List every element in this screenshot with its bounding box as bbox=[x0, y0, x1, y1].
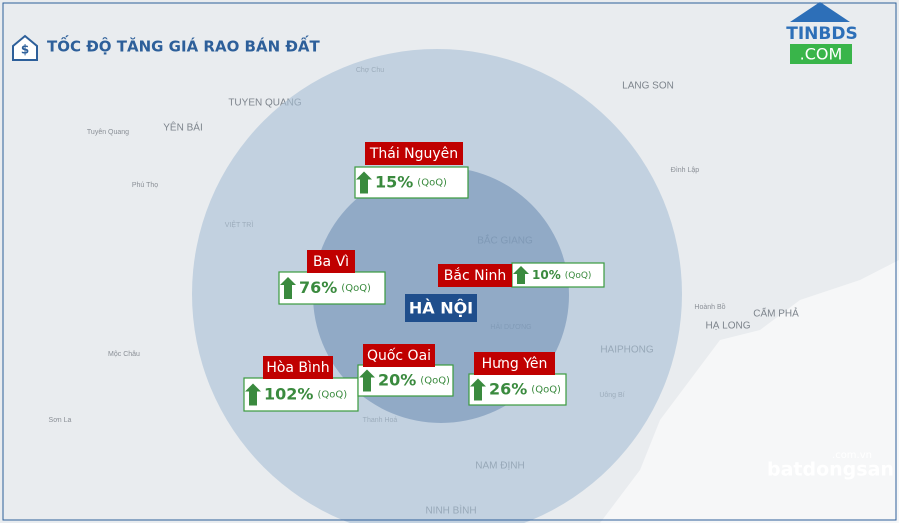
region-change: 10% (QoQ) bbox=[532, 268, 591, 282]
region: Thái Nguyên 15% (QoQ) bbox=[354, 142, 469, 199]
change-value: 10% bbox=[532, 268, 561, 282]
region-name: Ba Vì bbox=[313, 254, 349, 270]
map-label: Mộc Châu bbox=[108, 351, 140, 358]
region-value-box bbox=[354, 166, 469, 199]
region-name-box bbox=[438, 264, 512, 287]
change-period: (QoQ) bbox=[531, 385, 561, 396]
up-arrow bbox=[470, 378, 486, 401]
change-period: (QoQ) bbox=[417, 178, 447, 189]
region-name-box bbox=[307, 250, 355, 273]
region-value-box bbox=[278, 271, 386, 305]
region-change: 102% (QoQ) bbox=[264, 384, 347, 403]
title-icon: $ bbox=[12, 34, 38, 61]
change-value: 20% bbox=[378, 370, 416, 389]
region-name: Quốc Oai bbox=[367, 347, 431, 364]
title: TỐC ĐỘ TĂNG GIÁ RAO BÁN ĐẤT bbox=[47, 35, 321, 56]
region-change: 76% (QoQ) bbox=[299, 278, 371, 297]
map-label: TUYEN QUANG bbox=[228, 98, 302, 109]
up-arrow bbox=[245, 383, 261, 406]
region-value-box bbox=[468, 373, 567, 406]
change-period: (QoQ) bbox=[565, 271, 592, 281]
batdongsan-logo: .com.vn batdongsan bbox=[767, 450, 894, 481]
region-name-box bbox=[363, 344, 435, 367]
logo-text: TINBDS bbox=[786, 24, 857, 44]
up-arrow bbox=[280, 277, 296, 299]
up-arrow bbox=[513, 266, 529, 284]
map-label: LANG SON bbox=[622, 81, 674, 92]
logo-text: .com.vn bbox=[832, 450, 872, 461]
map-label: Phú Thọ bbox=[132, 182, 158, 189]
region: Bắc Ninh 10% (QoQ) bbox=[438, 262, 605, 288]
region: Ba Vì 76% (QoQ) bbox=[278, 250, 386, 305]
region-name-box bbox=[474, 352, 555, 375]
change-period: (QoQ) bbox=[341, 283, 371, 294]
map-label: Đình Lập bbox=[671, 167, 700, 174]
tinbds-logo: TINBDS .COM bbox=[786, 2, 858, 64]
region-name: Hòa Bình bbox=[266, 360, 329, 376]
region-change: 20% (QoQ) bbox=[378, 370, 450, 389]
svg-text:$: $ bbox=[21, 43, 29, 57]
region-name: Hưng Yên bbox=[482, 356, 548, 372]
region-name: Thái Nguyên bbox=[369, 146, 458, 162]
change-value: 26% bbox=[489, 379, 527, 398]
sea bbox=[600, 260, 899, 523]
change-value: 76% bbox=[299, 278, 337, 297]
region-name-box bbox=[365, 142, 463, 165]
map-label: Sơn La bbox=[49, 417, 72, 424]
region-value-box bbox=[243, 377, 359, 412]
map-label: Hoành Bồ bbox=[694, 302, 725, 311]
region-name: Bắc Ninh bbox=[444, 267, 506, 284]
change-value: 15% bbox=[375, 172, 413, 191]
map-label: HẠ LONG bbox=[705, 321, 750, 332]
logo-text: .COM bbox=[800, 45, 843, 64]
map-label: CẨM PHẢ bbox=[753, 307, 799, 320]
rings bbox=[192, 49, 682, 523]
region: Quốc Oai 20% (QoQ) bbox=[357, 344, 454, 397]
region: Hưng Yên 26% (QoQ) bbox=[468, 352, 567, 406]
region-value-box bbox=[357, 364, 454, 397]
center-box bbox=[405, 294, 477, 322]
up-arrow bbox=[359, 369, 375, 392]
change-period: (QoQ) bbox=[317, 390, 347, 401]
center-label: HÀ NỘI bbox=[409, 298, 473, 318]
up-arrow bbox=[356, 171, 372, 194]
map-label: YÊN BÁI bbox=[163, 121, 202, 134]
change-period: (QoQ) bbox=[420, 376, 450, 387]
region-change: 15% (QoQ) bbox=[375, 172, 447, 191]
logo-text: batdongsan bbox=[767, 459, 894, 481]
region: Hòa Bình 102% (QoQ) bbox=[243, 356, 359, 412]
region-change: 26% (QoQ) bbox=[489, 379, 561, 398]
map-label: Tuyên Quang bbox=[87, 129, 129, 136]
region-name-box bbox=[263, 356, 333, 379]
change-value: 102% bbox=[264, 384, 313, 403]
region-value-box bbox=[511, 262, 605, 288]
